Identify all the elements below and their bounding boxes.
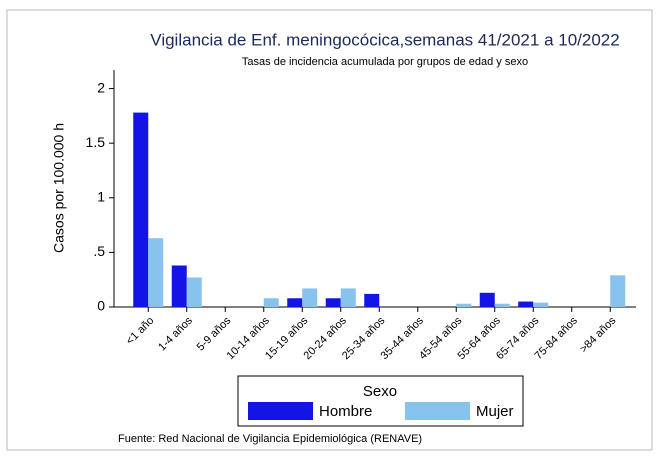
bar — [364, 293, 380, 307]
bar — [518, 301, 534, 307]
legend-label: Hombre — [319, 403, 372, 420]
bar — [325, 298, 341, 307]
x-tick-label: >84 años — [578, 314, 619, 355]
legend-swatch — [405, 402, 470, 420]
bar — [186, 277, 202, 307]
y-tick-label: 2 — [97, 79, 105, 95]
x-tick-label: 1-4 años — [156, 314, 195, 353]
bar — [287, 298, 303, 307]
legend-label: Mujer — [476, 403, 514, 420]
y-tick-label: 0 — [97, 298, 105, 314]
bar — [533, 302, 549, 307]
bar — [456, 303, 472, 307]
legend-swatch — [248, 402, 313, 420]
bar — [340, 288, 356, 307]
y-axis-label: Casos por 100.000 h — [51, 123, 67, 253]
source-note: Fuente: Red Nacional de Vigilancia Epide… — [118, 433, 422, 445]
bar — [479, 292, 495, 307]
x-tick-label: 5-9 años — [195, 314, 234, 353]
bar — [610, 275, 626, 307]
bar — [171, 265, 187, 307]
chart-title: Vigilancia de Enf. meningocócica,semanas… — [150, 30, 619, 49]
bar — [133, 112, 149, 307]
chart-subtitle: Tasas de incidencia acumulada por grupos… — [242, 56, 528, 68]
bar — [302, 288, 318, 307]
bar — [494, 303, 510, 307]
frame — [6, 9, 653, 451]
bar — [263, 298, 279, 307]
bar — [148, 238, 164, 307]
y-tick-label: .5 — [93, 243, 105, 259]
y-tick-label: 1 — [97, 188, 105, 204]
legend-title: Sexo — [363, 383, 397, 400]
y-tick-label: 1.5 — [86, 134, 106, 150]
x-tick-label: <1 año — [124, 315, 156, 347]
